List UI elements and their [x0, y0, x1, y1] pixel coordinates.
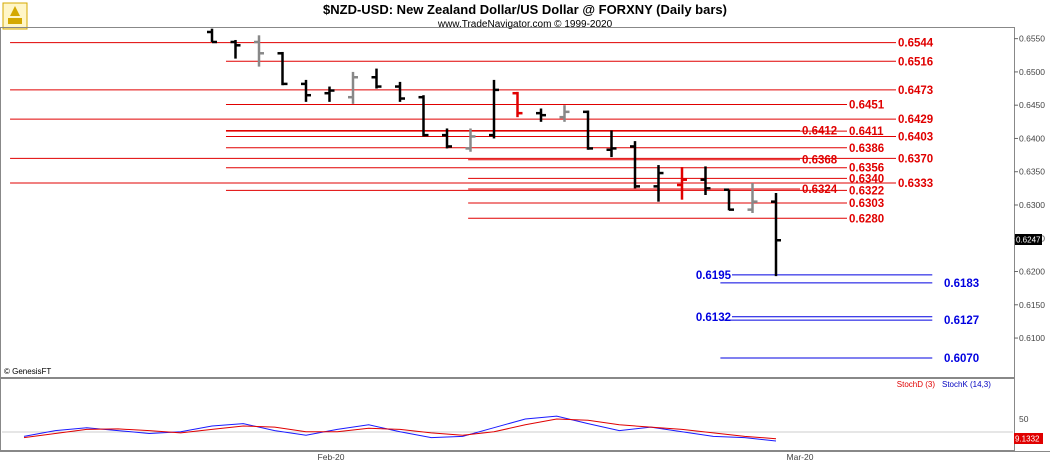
stoch-panel-frame: [0, 378, 1015, 451]
resistance-label: 0.6451: [849, 100, 885, 112]
bars-layer: [207, 28, 781, 277]
chart-title: $NZD-USD: New Zealand Dollar/US Dollar @…: [323, 2, 727, 17]
ohlc-bar: [371, 68, 382, 89]
ohlc-bar: [583, 110, 593, 150]
resistance-label: 0.6429: [898, 114, 933, 126]
chart-subtitle: www.TradeNavigator.com © 1999-2020: [437, 19, 613, 30]
resistance-label: 0.6473: [898, 85, 933, 97]
stoch-value-box: 9.1332: [1014, 433, 1043, 444]
y-tick-label: 0.6400: [1019, 133, 1045, 143]
ohlc-bar: [465, 128, 476, 152]
ohlc-bar: [653, 165, 664, 202]
y-axis: 0.61000.61500.62000.62500.63000.63500.64…: [1014, 34, 1045, 343]
ohlc-bar: [559, 105, 570, 122]
resistance-label: 0.6516: [898, 56, 933, 68]
resistance-label: 0.6403: [898, 131, 933, 143]
resistance-label: 0.6356: [849, 163, 884, 175]
ohlc-bar: [630, 141, 640, 189]
ohlc-bar: [512, 91, 523, 118]
ohlc-bar: [395, 81, 405, 102]
ohlc-bar: [747, 183, 758, 213]
stochastic-layer: 50: [2, 414, 1029, 442]
resistance-label: 0.6322: [849, 185, 884, 197]
ohlc-bar: [606, 130, 617, 158]
target-label: 0.6195: [696, 270, 732, 282]
ohlc-bar: [418, 95, 429, 137]
resistance-label: 0.6370: [898, 153, 933, 165]
resistance-label: 0.6368: [802, 155, 838, 167]
resistance-label: 0.6411: [849, 126, 884, 138]
resistance-label: 0.6303: [849, 198, 884, 210]
y-tick-label: 0.6350: [1019, 167, 1045, 177]
ohlc-bar: [230, 39, 241, 59]
stoch-k-line: [23, 415, 777, 442]
target-label: 0.6132: [696, 312, 731, 324]
ohlc-bar: [277, 51, 288, 86]
copyright-label: © GenesisFT: [4, 367, 51, 376]
y-tick-label: 0.6550: [1019, 34, 1045, 44]
trader-logo-icon: [2, 2, 28, 30]
resistance-label: 0.6340: [849, 173, 884, 185]
ohlc-bar: [771, 193, 781, 277]
y-tick-label: 0.6150: [1019, 300, 1045, 310]
ohlc-bar: [724, 188, 734, 211]
ohlc-bar: [442, 128, 452, 149]
ohlc-bar: [324, 86, 335, 102]
ohlc-bar: [677, 167, 687, 200]
resistance-label: 0.6333: [898, 178, 933, 190]
x-tick-mar: Mar-20: [787, 452, 814, 462]
x-tick-feb: Feb-20: [318, 452, 345, 462]
stoch-k-label: StochK (14,3): [942, 380, 991, 389]
ohlc-bar: [489, 79, 499, 139]
svg-text:0.6247: 0.6247: [1016, 236, 1041, 245]
resistance-label: 0.6280: [849, 213, 884, 225]
ohlc-bar: [348, 71, 358, 104]
stoch-d-line: [23, 418, 777, 440]
resistance-label: 0.6386: [849, 143, 884, 155]
target-label: 0.6183: [944, 278, 979, 290]
target-label: 0.6070: [944, 353, 979, 365]
stoch-tick-label: 50: [1019, 414, 1029, 424]
y-tick-label: 0.6500: [1019, 67, 1045, 77]
ohlc-bar: [207, 28, 217, 44]
resistance-label: 0.6544: [898, 38, 934, 50]
y-tick-label: 0.6450: [1019, 100, 1045, 110]
target-label: 0.6127: [944, 315, 979, 327]
ohlc-bar: [254, 35, 264, 67]
ohlc-bar: [700, 166, 711, 196]
stoch-d-label: StochD (3): [897, 380, 936, 389]
y-tick-label: 0.6100: [1019, 333, 1045, 343]
ohlc-bar: [536, 108, 546, 122]
svg-text:9.1332: 9.1332: [1015, 435, 1040, 444]
ohlc-bar: [301, 79, 311, 102]
y-tick-label: 0.6200: [1019, 267, 1045, 277]
y-tick-label: 0.6300: [1019, 200, 1045, 210]
last-price-box: 0.6247: [1015, 234, 1042, 245]
